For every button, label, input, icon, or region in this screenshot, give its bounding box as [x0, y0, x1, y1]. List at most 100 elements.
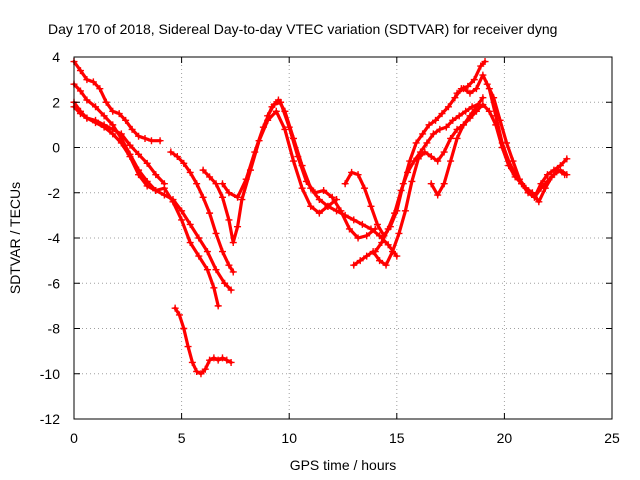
data-point — [345, 225, 353, 233]
data-series-arc-14 — [483, 80, 569, 206]
data-point — [382, 261, 390, 269]
data-point — [76, 67, 84, 75]
y-tick-label: -6 — [48, 275, 61, 291]
data-point — [384, 225, 392, 233]
grid — [74, 57, 612, 419]
data-point — [160, 191, 168, 199]
data-point — [193, 367, 201, 375]
data-point — [509, 157, 517, 165]
data-series-arc-9 — [341, 58, 489, 240]
data-point — [227, 358, 235, 366]
data-point — [416, 148, 424, 156]
data-point — [410, 157, 418, 165]
data-point — [528, 189, 536, 197]
y-tick-label: 4 — [52, 49, 60, 65]
data-point — [468, 103, 476, 111]
data-point — [328, 193, 336, 201]
data-point — [371, 248, 379, 256]
data-series-arc-13 — [453, 71, 571, 201]
x-tick-label: 0 — [70, 430, 78, 446]
data-point — [186, 168, 194, 176]
chart-title: Day 170 of 2018, Sidereal Day-to-day VTE… — [48, 21, 557, 37]
data-point — [92, 103, 100, 111]
data-point — [434, 157, 442, 165]
data-series-arc-4 — [70, 103, 168, 188]
data-point — [83, 96, 91, 104]
data-point — [432, 116, 440, 124]
data-point — [315, 209, 323, 217]
data-point — [143, 159, 151, 167]
y-tick-label: -12 — [40, 411, 60, 427]
data-point — [548, 173, 556, 181]
data-point — [122, 116, 130, 124]
data-point — [242, 175, 250, 183]
data-point — [195, 252, 203, 260]
data-point — [554, 166, 562, 174]
y-tick-label: -10 — [40, 366, 60, 382]
data-point — [436, 125, 444, 133]
data-point — [481, 58, 489, 66]
data-point — [427, 153, 435, 161]
data-point — [373, 220, 381, 228]
data-point — [350, 261, 358, 269]
data-point — [180, 325, 188, 332]
data-point — [537, 180, 545, 188]
data-point — [218, 354, 226, 362]
data-point — [358, 220, 366, 228]
data-point — [535, 198, 543, 206]
data-point — [225, 261, 233, 269]
data-point — [180, 159, 188, 167]
data-point — [206, 209, 214, 217]
data-point — [429, 130, 437, 138]
data-point — [109, 125, 117, 133]
data-point — [397, 186, 405, 194]
series-trace — [455, 73, 569, 199]
data-point — [141, 134, 149, 142]
data-point — [218, 180, 226, 188]
data-point — [229, 239, 237, 247]
data-point — [83, 76, 91, 84]
data-point — [229, 268, 237, 276]
data-point — [212, 266, 220, 274]
data-point — [197, 370, 205, 378]
data-point — [173, 153, 181, 161]
data-point — [363, 232, 371, 240]
data-point — [76, 87, 84, 95]
data-point — [115, 110, 123, 118]
data-point — [227, 286, 235, 294]
data-point — [109, 107, 117, 115]
data-point — [76, 110, 84, 118]
data-point — [272, 107, 280, 115]
data-point — [167, 148, 175, 156]
data-series-arc-7 — [218, 96, 401, 260]
data-point — [270, 101, 278, 109]
data-point — [324, 202, 332, 210]
series-trace — [72, 105, 166, 186]
data-point — [361, 184, 369, 192]
x-tick-label: 10 — [281, 430, 297, 446]
data-point — [186, 220, 194, 228]
data-point — [442, 123, 450, 131]
data-point — [285, 123, 293, 131]
data-point — [341, 180, 349, 188]
data-point — [515, 175, 523, 183]
data-point — [212, 180, 220, 188]
data-point — [367, 202, 375, 210]
data-point — [186, 239, 194, 247]
data-point — [348, 168, 356, 176]
data-point — [543, 171, 551, 179]
data-point — [218, 248, 226, 256]
data-point — [89, 78, 97, 86]
data-point — [401, 207, 409, 215]
data-point — [337, 207, 345, 215]
data-point — [210, 354, 218, 362]
y-tick-label: -8 — [48, 321, 61, 337]
data-point — [444, 103, 452, 111]
data-point — [201, 365, 209, 373]
data-point — [96, 85, 104, 93]
data-point — [363, 252, 371, 260]
data-point — [522, 184, 530, 192]
data-point — [311, 189, 319, 197]
data-point — [152, 186, 160, 194]
data-point — [100, 121, 108, 129]
